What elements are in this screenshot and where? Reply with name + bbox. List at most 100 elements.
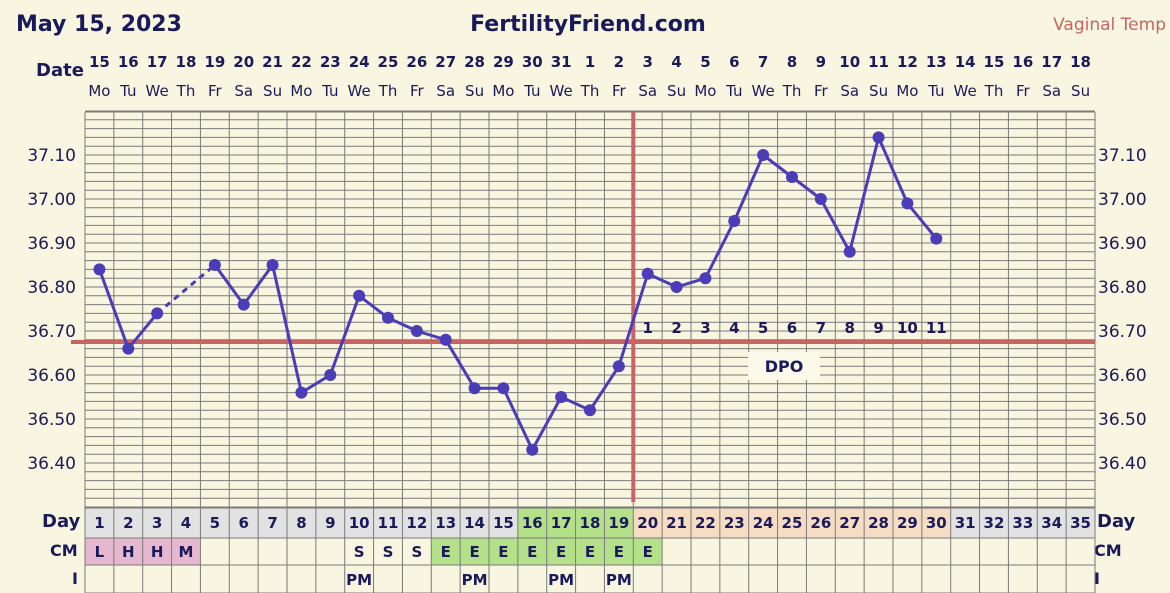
date-label: 17 <box>147 53 168 71</box>
temp-segment <box>704 220 736 279</box>
dpo-number: 7 <box>816 319 826 337</box>
temp-segment <box>877 136 909 205</box>
temp-segment <box>791 175 822 201</box>
weekday-label: We <box>752 82 775 100</box>
temp-segment <box>242 264 274 306</box>
temp-segment <box>127 312 159 350</box>
cycle-day: 18 <box>580 514 601 532</box>
cm-value: E <box>614 543 624 561</box>
intercourse-value: PM <box>346 571 372 589</box>
weekday-label: Mo <box>492 82 514 100</box>
temp-point <box>468 382 481 395</box>
cm-value: H <box>122 543 135 561</box>
date-label: 10 <box>839 53 860 71</box>
day-cell-bg <box>402 508 432 538</box>
weekday-label: We <box>954 82 977 100</box>
cell-backgrounds <box>85 508 1095 565</box>
dpo-number: 5 <box>758 319 768 337</box>
day-cell-bg <box>777 508 807 538</box>
cycle-day: 26 <box>810 514 831 532</box>
temp-point <box>497 382 510 395</box>
date-label: 29 <box>493 53 514 71</box>
cycle-day: 17 <box>551 514 572 532</box>
weekday-label: Mo <box>694 82 716 100</box>
temp-segment <box>906 202 938 240</box>
weekday-label: Th <box>176 82 196 100</box>
y-tick-label: 36.70 <box>27 322 76 342</box>
y-axis-ticks: 37.10 37.10 37.00 37.00 36.90 36.90 36.80 36.80… <box>27 146 1146 474</box>
weekday-label: Su <box>1071 82 1090 100</box>
day-cell-bg <box>690 508 720 538</box>
weekday-label: We <box>146 82 169 100</box>
dpo-number: 2 <box>671 319 681 337</box>
temp-segment <box>617 273 650 367</box>
dpo-number: 3 <box>700 319 710 337</box>
intercourse-value: PM <box>462 571 488 589</box>
temp-segment <box>502 387 534 451</box>
temp-segment <box>762 153 793 179</box>
cm-cell-bg <box>85 538 114 565</box>
weekday-label: Sa <box>1042 82 1061 100</box>
cycle-day: 29 <box>897 514 918 532</box>
weekday-label: Th <box>984 82 1004 100</box>
weekday-label: Tu <box>321 82 338 100</box>
date-label: 30 <box>522 53 543 71</box>
date-label: 16 <box>1012 53 1033 71</box>
cm-value: E <box>643 543 653 561</box>
temperature-series <box>93 131 943 456</box>
weekday-label: Tu <box>523 82 540 100</box>
temp-segment <box>530 396 563 451</box>
site-title: FertilityFriend.com <box>470 12 706 37</box>
y-tick-label: 37.00 <box>27 190 76 210</box>
weekday-label: Su <box>667 82 686 100</box>
cm-value: S <box>411 543 422 561</box>
cm-value: E <box>585 543 595 561</box>
day-cell-bg <box>835 508 865 538</box>
day-cell-bg <box>344 508 374 538</box>
cycle-day: 9 <box>325 514 335 532</box>
weekday-label: Su <box>465 82 484 100</box>
day-cell-bg <box>546 508 576 538</box>
day-row-label: Day <box>42 511 81 532</box>
cm-cell-bg <box>546 538 576 565</box>
y-tick-label: 37.10 <box>27 146 76 166</box>
temp-point <box>555 391 568 403</box>
date-label: 9 <box>816 53 826 71</box>
date-label: 15 <box>89 53 110 71</box>
temp-point <box>295 386 308 399</box>
cm-cell-bg <box>460 538 489 565</box>
temp-segment <box>156 263 216 315</box>
day-row-label-right: Day <box>1097 511 1136 532</box>
day-cell-bg <box>113 508 143 538</box>
day-cell-bg <box>979 508 1009 538</box>
temp-point <box>901 197 914 210</box>
cm-cell-bg <box>171 538 201 565</box>
day-cell-bg <box>921 508 951 538</box>
date-label: 18 <box>176 53 197 71</box>
cm-value: L <box>95 543 105 561</box>
date-label: 31 <box>551 53 572 71</box>
day-cell-bg <box>575 508 605 538</box>
temp-segment <box>213 264 245 306</box>
weekday-label: We <box>550 82 573 100</box>
dpo-number: 4 <box>729 319 739 337</box>
temp-point <box>122 342 135 355</box>
date-label: 17 <box>1041 53 1062 71</box>
dpo-numbers: 1 2 3 4 5 6 7 8 9 10 11 <box>642 319 946 337</box>
date-label: 19 <box>204 53 225 71</box>
cycle-day: 34 <box>1041 514 1062 532</box>
weekday-label: Fr <box>612 82 627 100</box>
day-cell-bg <box>633 508 663 538</box>
cm-cell-bg <box>488 538 518 565</box>
date-label: 4 <box>671 53 681 71</box>
weekday-label: Sa <box>436 82 455 100</box>
temp-point <box>151 307 164 320</box>
temp-point <box>930 232 943 245</box>
date-label: 28 <box>464 53 485 71</box>
date-label: 13 <box>926 53 947 71</box>
temp-segment <box>358 294 389 319</box>
day-cell-bg <box>1037 508 1067 538</box>
y-tick-label-right: 36.70 <box>1098 322 1147 342</box>
temp-point <box>381 311 394 324</box>
